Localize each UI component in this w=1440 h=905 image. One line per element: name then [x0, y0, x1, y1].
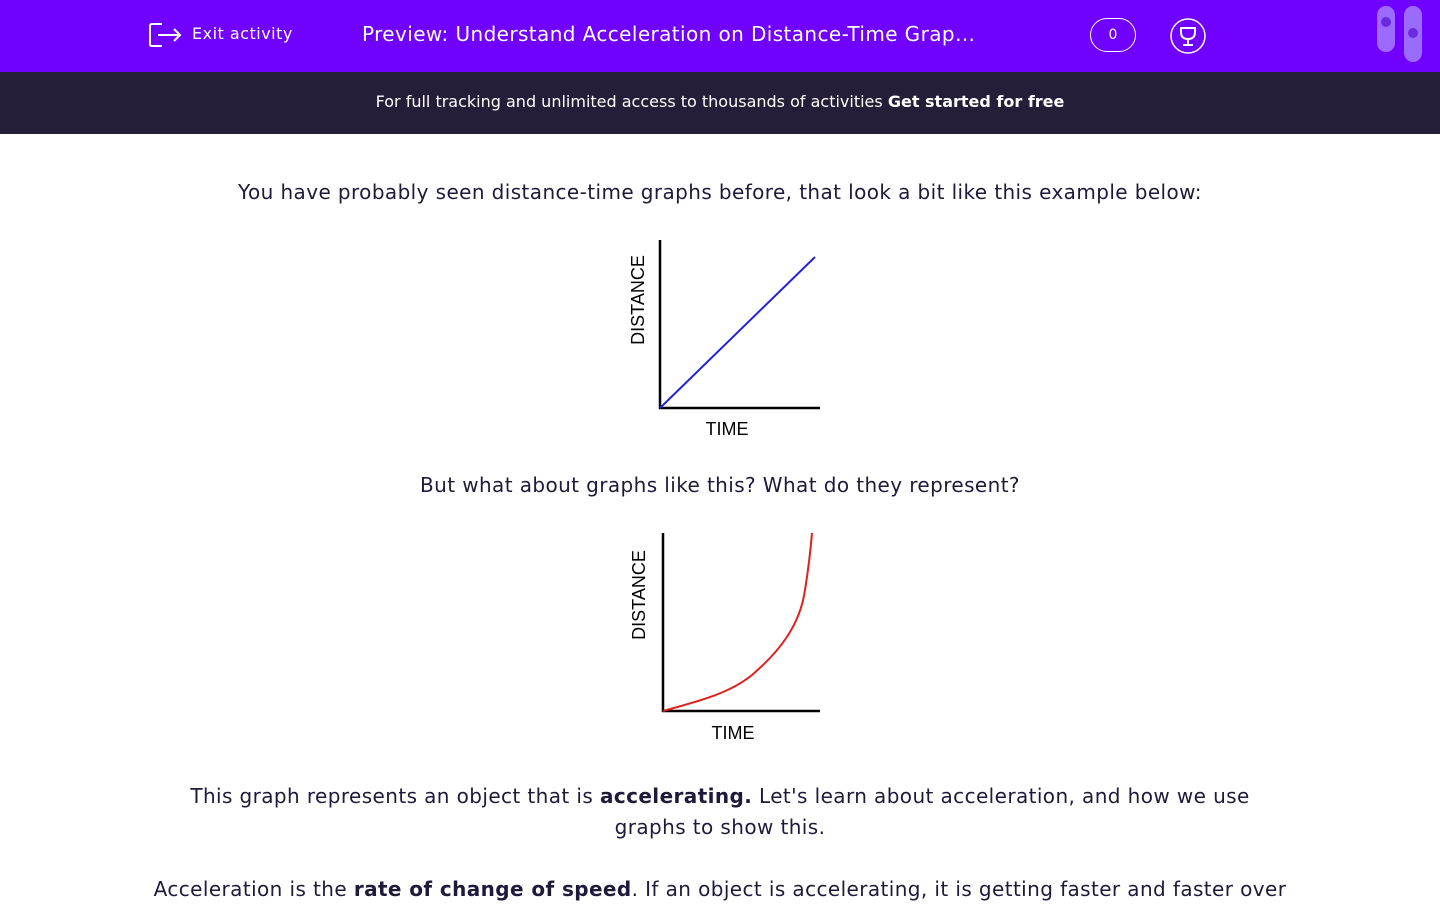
- paragraph: This graph represents an object that is …: [170, 781, 1270, 843]
- text: This graph represents an object that is: [190, 784, 600, 808]
- trophy-icon[interactable]: [1169, 17, 1207, 55]
- intro-text: You have probably seen distance-time gra…: [238, 180, 1202, 204]
- exit-icon[interactable]: [148, 20, 184, 52]
- banner-text: For full tracking and unlimited access t…: [375, 92, 883, 111]
- question-text: But what about graphs like this? What do…: [420, 473, 1020, 497]
- activity-title: Preview: Understand Acceleration on Dist…: [362, 22, 976, 46]
- exit-button[interactable]: Exit activity: [192, 24, 293, 43]
- graph-curve: DISTANCE TIME: [629, 532, 820, 743]
- bold-text: rate of change of speed: [353, 877, 632, 901]
- x-axis-label: TIME: [706, 419, 749, 439]
- bold-text: accelerating.: [599, 784, 753, 808]
- text: Let's learn about acceleration, and how …: [614, 784, 1250, 839]
- text: Acceleration is the: [153, 877, 354, 901]
- score: 0: [1090, 18, 1136, 52]
- top-bar: Exit activity Preview: Understand Accele…: [0, 0, 1440, 72]
- logo: [1377, 6, 1422, 62]
- x-axis-label: TIME: [712, 723, 755, 743]
- y-axis-label: DISTANCE: [628, 255, 648, 345]
- paragraph: Acceleration is the rate of change of sp…: [100, 874, 1340, 905]
- text: . If an object is accelerating, it is ge…: [631, 877, 1287, 901]
- y-axis-label: DISTANCE: [629, 550, 649, 640]
- signup-banner: For full tracking and unlimited access t…: [0, 72, 1440, 134]
- signup-link[interactable]: Get started for free: [887, 92, 1065, 111]
- graph-linear: DISTANCE TIME: [628, 240, 820, 439]
